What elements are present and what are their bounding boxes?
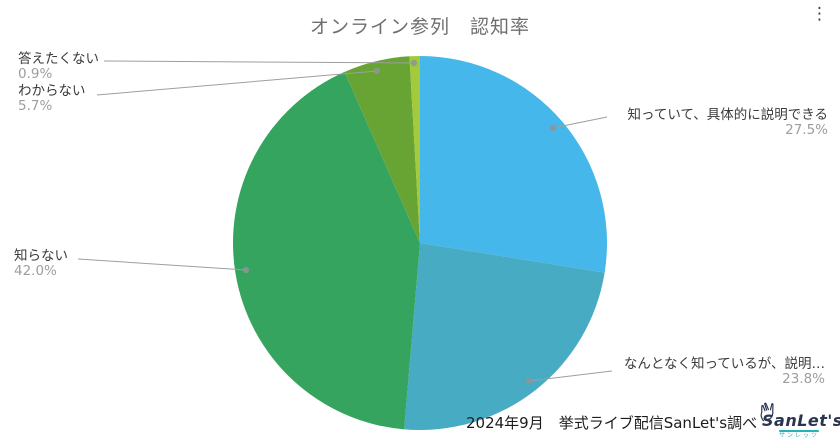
leader-line — [96, 70, 378, 96]
leader-line — [77, 258, 247, 271]
callout-unsure: わからない 5.7% — [18, 84, 86, 114]
callout-label: わからない — [18, 83, 86, 99]
callout-percent: 42.0% — [14, 263, 57, 279]
callout-dont-know: 知らない 42.0% — [14, 249, 68, 279]
callout-label: 答えたくない — [18, 51, 99, 67]
source-note: 2024年9月 挙式ライブ配信SanLet's調べ — [466, 414, 758, 432]
logo-underline — [779, 430, 819, 432]
callout-label: 知っていて、具体的に説明できる — [627, 107, 828, 123]
callout-label: なんとなく知っているが、説明… — [623, 356, 825, 372]
callout-percent: 23.8% — [782, 371, 825, 387]
leader-dot — [525, 377, 533, 385]
leader-dot — [410, 59, 418, 67]
sanlets-logo: SanLet's サンレッツ — [760, 402, 840, 440]
chart-title: オンライン参列 認知率 — [309, 16, 530, 38]
leader-line — [103, 60, 415, 64]
callout-percent: 0.9% — [18, 66, 53, 82]
logo-katakana: サンレッツ — [778, 432, 819, 439]
hand-sign-icon — [753, 398, 782, 430]
leader-dot — [373, 67, 381, 75]
pie-slice-4[interactable]: 答えたくない 0.9% — [409, 56, 420, 243]
callout-no-answer: 答えたくない 0.9% — [18, 52, 99, 82]
callout-percent: 27.5% — [785, 122, 828, 138]
callout-percent: 5.7% — [18, 98, 53, 114]
callout-somewhat-know: なんとなく知っているが、説明… 23.8% — [624, 357, 825, 387]
leader-dot — [549, 124, 557, 132]
pie-slice-3[interactable]: わからない 5.7% — [344, 56, 420, 243]
leader-line — [552, 116, 608, 129]
pie-slice-1[interactable]: なんとなく知っているが、説明… 23.8% — [404, 243, 605, 431]
pie-slice-0[interactable]: 知っていて、具体的に説明できる 27.5% — [420, 56, 608, 273]
logo-wordmark: SanLet's — [762, 411, 840, 430]
leader-line — [528, 370, 613, 382]
more-options-icon[interactable]: ⋮ — [811, 4, 828, 24]
callout-know-explain: 知っていて、具体的に説明できる 27.5% — [628, 108, 828, 138]
pie-slice-2[interactable]: 知らない 42.0% — [232, 71, 420, 430]
callout-label: 知らない — [14, 248, 68, 264]
leader-dot — [242, 266, 250, 274]
